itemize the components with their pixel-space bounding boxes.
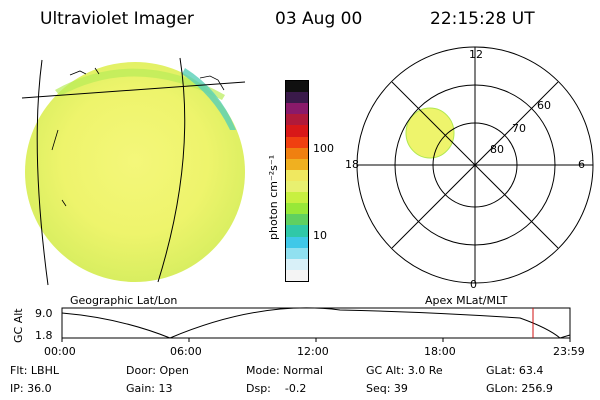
mlat-label-60: 60 <box>537 99 551 112</box>
colorbar-segment <box>286 236 308 248</box>
mlt-label-18: 18 <box>345 158 359 171</box>
colorbar-segment <box>286 169 308 181</box>
colorbar-tick-10: 10 <box>313 229 327 242</box>
colorbar-segment <box>286 92 308 104</box>
colorbar-segment <box>286 258 308 270</box>
time-tick-0000: 00:00 <box>44 345 76 358</box>
colorbar-segment <box>286 203 308 215</box>
colorbar <box>285 80 309 282</box>
limb-brightening <box>182 68 236 130</box>
colorbar-segment <box>286 103 308 115</box>
colorbar-segment <box>286 114 308 126</box>
mlat-label-70: 70 <box>512 122 526 135</box>
auroral-oval <box>405 107 455 159</box>
colorbar-segment <box>286 214 308 226</box>
alt-axis-label: GC Alt <box>12 308 25 343</box>
time-tick-0600: 06:00 <box>170 345 202 358</box>
info-dsp: Dsp: -0.2 <box>246 382 307 395</box>
alt-tick-9: 9.0 <box>35 307 53 320</box>
info-flt: Flt: LBHL <box>10 364 59 377</box>
alt-tick-1-8: 1.8 <box>35 329 53 342</box>
mlt-label-0: 0 <box>470 278 477 291</box>
mlat-label-80: 80 <box>490 143 504 156</box>
info-ip: IP: 36.0 <box>10 382 52 395</box>
time-label: 22:15:28 UT <box>430 9 535 29</box>
mlt-label-6: 6 <box>578 158 585 171</box>
colorbar-segment <box>286 136 308 148</box>
info-seq: Seq: 39 <box>366 382 408 395</box>
colorbar-segment <box>286 125 308 137</box>
colorbar-tick-100: 100 <box>313 142 334 155</box>
info-glat: GLat: 63.4 <box>486 364 544 377</box>
colorbar-segment <box>286 192 308 204</box>
colorbar-segment <box>286 158 308 170</box>
time-tick-1800: 18:00 <box>424 345 456 358</box>
date-label: 03 Aug 00 <box>275 9 363 29</box>
info-gc-alt: GC Alt: 3.0 Re <box>366 364 443 377</box>
colorbar-segment <box>286 269 308 281</box>
mlt-label-12: 12 <box>469 48 483 61</box>
time-tick-2359: 23:59 <box>553 345 585 358</box>
projection-label-left: Geographic Lat/Lon <box>70 294 178 307</box>
earth-disk <box>25 62 245 282</box>
colorbar-segment <box>286 180 308 193</box>
colorbar-segment <box>286 247 308 259</box>
info-gain: Gain: 13 <box>126 382 173 395</box>
time-tick-1200: 12:00 <box>297 345 329 358</box>
info-door: Door: Open <box>126 364 189 377</box>
info-glon: GLon: 256.9 <box>486 382 553 395</box>
colorbar-segment <box>286 225 308 237</box>
colorbar-segment <box>286 147 308 159</box>
colorbar-segment <box>286 81 308 93</box>
instrument-title: Ultraviolet Imager <box>40 9 194 29</box>
info-mode: Mode: Normal <box>246 364 323 377</box>
projection-label-right: Apex MLat/MLT <box>425 294 508 307</box>
